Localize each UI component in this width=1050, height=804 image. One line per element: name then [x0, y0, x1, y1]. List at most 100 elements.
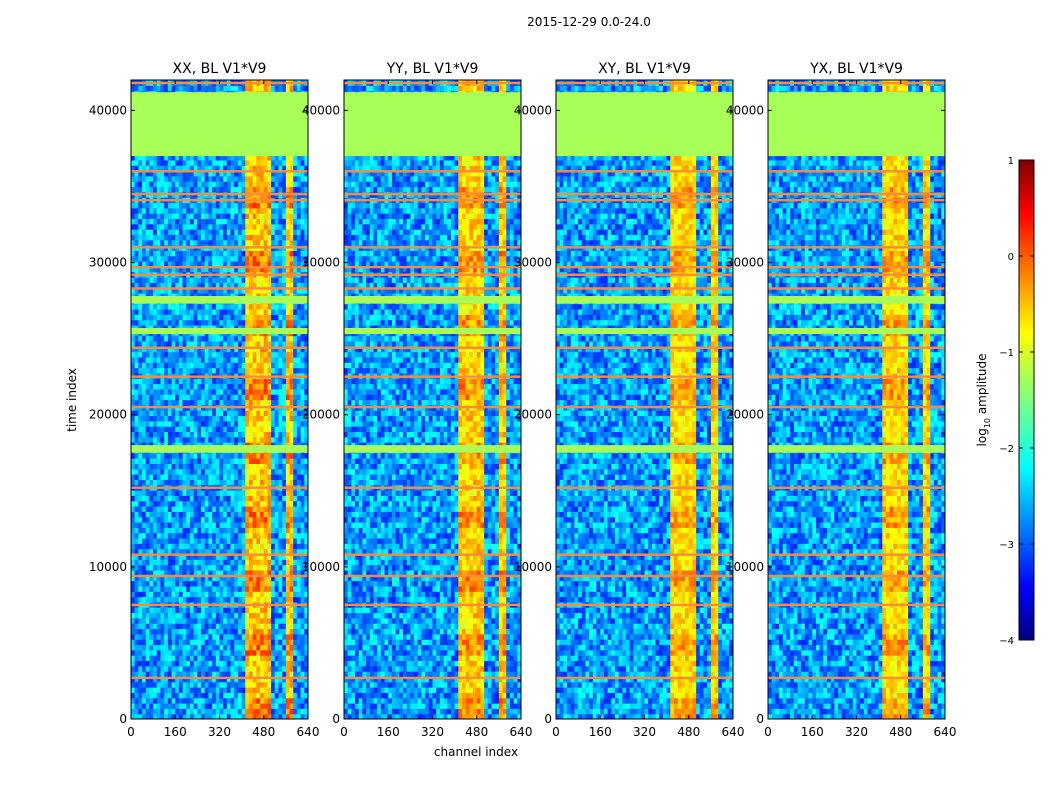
heat-cell [271, 352, 275, 358]
heat-cell [146, 410, 150, 416]
heat-cell [175, 682, 179, 688]
heat-cell [179, 634, 183, 640]
heat-cell [201, 607, 205, 613]
heat-cell [212, 176, 216, 182]
heat-cell [172, 224, 176, 230]
heat-cell [190, 357, 194, 363]
heat-cell [267, 250, 271, 256]
heat-cell [179, 538, 183, 544]
heat-cell [208, 495, 212, 501]
heat-cell [168, 352, 172, 358]
heat-cell [249, 506, 253, 512]
heat-cell [168, 394, 172, 400]
heat-cell [168, 463, 172, 469]
heat-cell [260, 474, 264, 480]
heat-cell [212, 527, 216, 533]
heat-cell [205, 517, 209, 523]
heat-cell [234, 160, 238, 166]
heat-cell [164, 655, 168, 661]
heat-cell [131, 309, 135, 315]
heat-cell [153, 666, 157, 672]
heat-cell [186, 613, 190, 619]
heat-cell [190, 352, 194, 358]
heat-cell [279, 591, 283, 597]
heat-cell [183, 698, 187, 704]
heat-cell [220, 410, 224, 416]
heat-cell [164, 453, 168, 459]
heat-cell [168, 495, 172, 501]
heat-cell [271, 208, 275, 214]
heat-cell [164, 501, 168, 507]
heat-cell [175, 506, 179, 512]
heat-cell [205, 250, 209, 256]
heat-cell [146, 660, 150, 666]
heat-cell [161, 314, 165, 320]
heat-cell [179, 187, 183, 193]
heat-cell [231, 421, 235, 427]
heat-cell [271, 453, 275, 459]
heat-cell [208, 224, 212, 230]
heat-cell [223, 650, 227, 656]
heat-cell [179, 581, 183, 587]
heat-cell [282, 533, 286, 539]
heat-cell [131, 511, 135, 517]
heat-cell [172, 415, 176, 421]
heat-cell [179, 639, 183, 645]
heat-cell [227, 85, 231, 91]
heat-cell [264, 415, 268, 421]
heat-cell [142, 517, 146, 523]
heat-cell [220, 357, 224, 363]
heat-cell [249, 490, 253, 496]
heat-cell [271, 357, 275, 363]
heat-cell [175, 160, 179, 166]
heat-cell [186, 479, 190, 485]
heat-cell [256, 160, 260, 166]
heat-cell [190, 650, 194, 656]
heat-cell [238, 426, 242, 432]
heat-cell [197, 644, 201, 650]
heat-cell [245, 341, 249, 347]
heat-cell [260, 389, 264, 395]
heat-cell [186, 495, 190, 501]
heat-cell [208, 501, 212, 507]
heat-cell [242, 501, 246, 507]
heat-cell [264, 421, 268, 427]
heat-cell [227, 527, 231, 533]
heat-cell [279, 650, 283, 656]
heat-cell [179, 463, 183, 469]
heat-cell [190, 517, 194, 523]
heat-cell [168, 565, 172, 571]
heat-cell [212, 655, 216, 661]
heat-cell [227, 426, 231, 432]
heat-cell [157, 495, 161, 501]
heat-cell [212, 698, 216, 704]
heat-cell [142, 218, 146, 224]
heat-cell [146, 240, 150, 246]
heat-cell [212, 341, 216, 347]
heat-cell [201, 181, 205, 187]
heat-cell [256, 474, 260, 480]
heat-cell [264, 644, 268, 650]
heat-cell [260, 229, 264, 235]
heat-cell [142, 314, 146, 320]
heat-cell [212, 304, 216, 310]
heat-cell [168, 501, 172, 507]
heat-cell [168, 213, 172, 219]
heat-cell [234, 650, 238, 656]
heat-cell [242, 240, 246, 246]
heat-cell [168, 410, 172, 416]
heat-cell [153, 495, 157, 501]
heat-cell [149, 501, 153, 507]
heat-cell [245, 698, 249, 704]
heat-cell [279, 400, 283, 406]
heat-cell [205, 341, 209, 347]
heat-cell [231, 559, 235, 565]
heat-cell [153, 517, 157, 523]
heat-cell [242, 415, 246, 421]
heat-cell [208, 415, 212, 421]
heat-cell [138, 224, 142, 230]
heat-cell [234, 490, 238, 496]
heat-cell [279, 565, 283, 571]
heat-cell [197, 522, 201, 528]
